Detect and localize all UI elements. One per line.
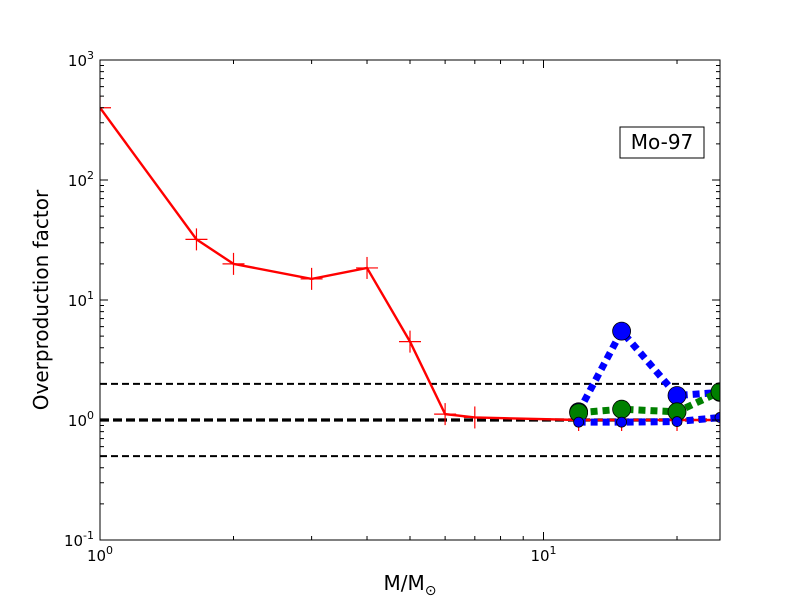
series-0-point-2 [222, 252, 245, 275]
series-2-point-3 [710, 382, 720, 402]
series-0-point-0 [100, 96, 111, 119]
y-tick-label-2: 101 [68, 289, 94, 310]
series-0-point-6 [434, 403, 457, 426]
y-tick-label-4: 103 [68, 49, 94, 70]
y-tick-label-3: 102 [68, 169, 94, 190]
series-3-point-2 [671, 416, 683, 427]
x-tick-label-1: 101 [530, 544, 556, 565]
series-2-line [578, 388, 720, 417]
annotation-box: Mo-97 [619, 126, 705, 159]
x-tick-label-0: 100 [87, 544, 113, 565]
series-3-point-0 [573, 416, 585, 428]
x-axis-title: M/M⊙ [384, 571, 437, 599]
annotation-label: Mo-97 [631, 130, 694, 154]
series-1-point-2 [667, 386, 687, 405]
x-axis-title-base: M/M [384, 571, 425, 595]
series-1-point-1 [612, 321, 632, 341]
series-0-point-5 [399, 330, 421, 353]
series-3-point-1 [616, 416, 628, 428]
series-2-point-1 [612, 399, 632, 419]
y-tick-label-0: 10-1 [64, 529, 94, 550]
y-axis-title: Overproduction factor [29, 189, 53, 410]
y-tick-label-1: 100 [68, 409, 94, 430]
x-axis-title-sub: ⊙ [425, 583, 437, 599]
series-1-line [575, 324, 720, 414]
series-0-point-1 [185, 228, 208, 251]
series-0-point-3 [300, 267, 323, 290]
reference-lines [100, 382, 720, 458]
series-0-point-4 [356, 256, 379, 279]
series-0-point-7 [463, 406, 486, 429]
